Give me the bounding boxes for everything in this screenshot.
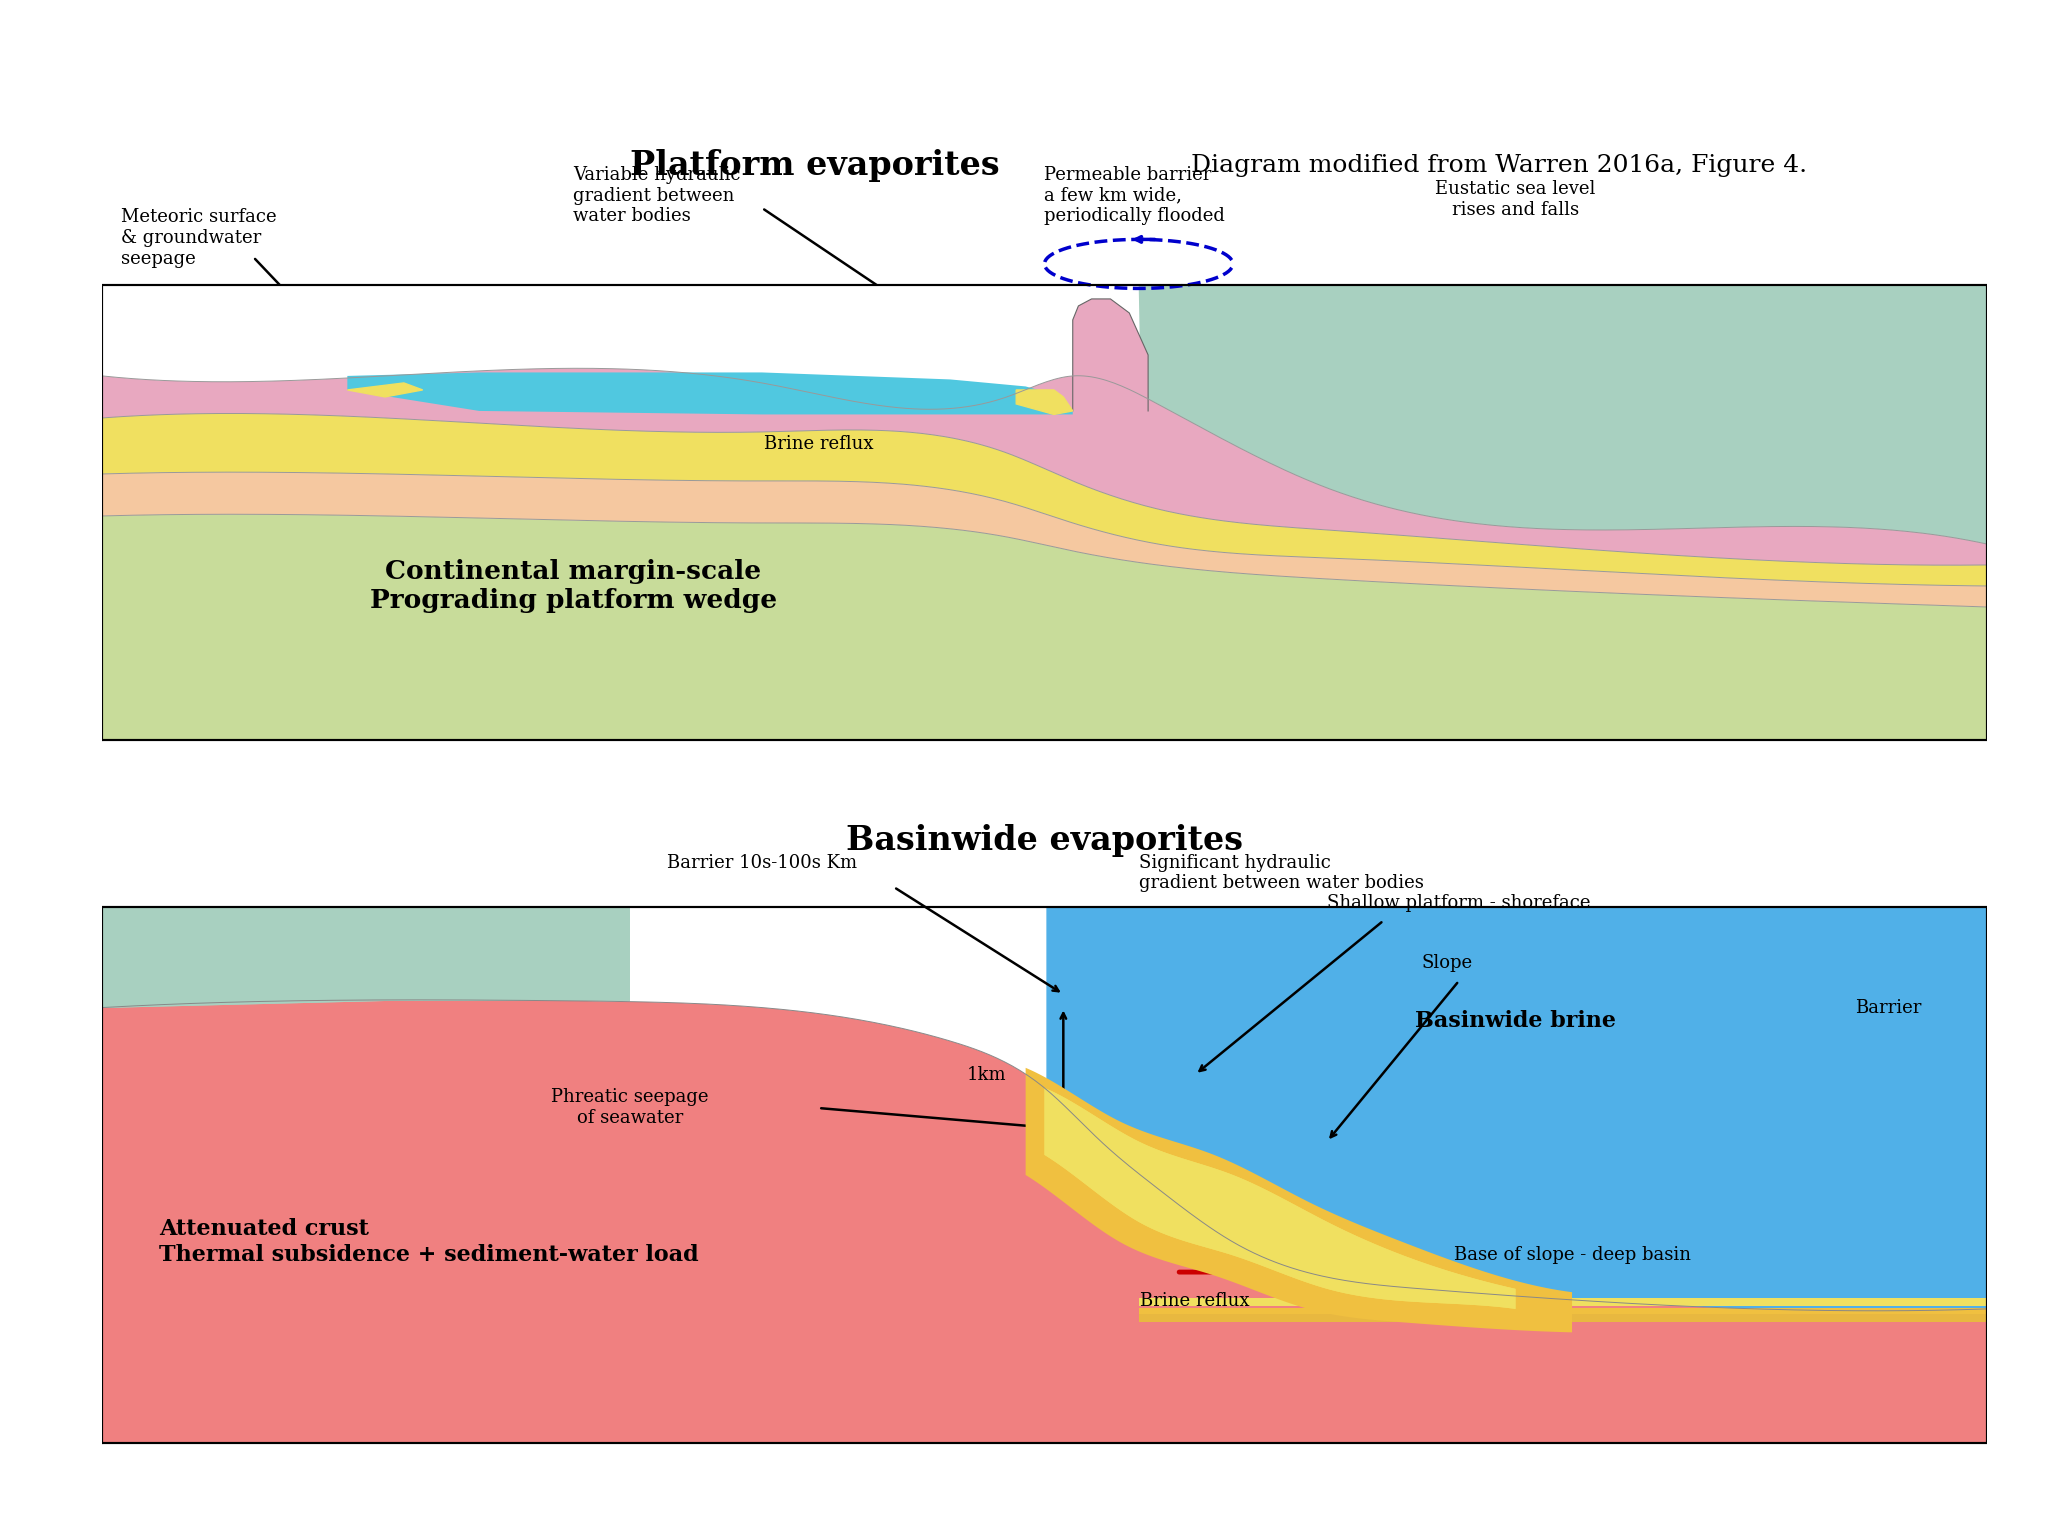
Polygon shape [1073,298,1149,411]
Text: Meteoric surface
& groundwater
seepage: Meteoric surface & groundwater seepage [121,209,276,268]
Text: 1km: 1km [967,1065,1008,1084]
Polygon shape [102,514,1987,740]
Text: Barrier: Barrier [1855,998,1921,1017]
Text: Basinwide evaporites: Basinwide evaporites [846,823,1243,857]
Text: Continental margin-scale
Prograding platform wedge: Continental margin-scale Prograding plat… [371,559,776,613]
Polygon shape [102,285,1073,409]
Polygon shape [1044,1088,1516,1309]
Polygon shape [348,384,422,397]
Polygon shape [1044,1088,1516,1309]
Text: Shallow platform - shoreface: Shallow platform - shoreface [1327,893,1591,912]
Bar [102,907,1987,1443]
Text: Variable hydraulic
gradient between
water bodies: Variable hydraulic gradient between wate… [573,166,741,225]
Text: Platform brine: Platform brine [563,336,696,355]
Text: Phreatic seepage
of seawater: Phreatic seepage of seawater [1176,362,1333,400]
Polygon shape [102,907,631,1008]
Polygon shape [102,472,1987,607]
Polygon shape [1139,1307,1987,1315]
Polygon shape [1026,1068,1573,1332]
Bar [102,285,1987,740]
Text: Attenuated crust
Thermal subsidence + sediment-water load: Attenuated crust Thermal subsidence + se… [160,1218,698,1266]
Polygon shape [1139,1298,1987,1306]
Text: Significant hydraulic
gradient between water bodies: Significant hydraulic gradient between w… [1139,854,1423,892]
Polygon shape [1016,390,1073,414]
Polygon shape [102,368,1987,565]
Text: Permeable barrier
a few km wide,
periodically flooded: Permeable barrier a few km wide, periodi… [1044,166,1225,225]
Polygon shape [348,373,1073,414]
Polygon shape [102,414,1987,586]
Text: Diagram modified from Warren 2016a, Figure 4.: Diagram modified from Warren 2016a, Figu… [1167,154,1806,178]
Text: Brine reflux: Brine reflux [764,435,872,454]
Text: Phreatic seepage
of seawater: Phreatic seepage of seawater [551,1088,709,1126]
Text: Open marine
Normal seawater: Open marine Normal seawater [1587,405,1745,444]
Text: Slope: Slope [1421,954,1473,973]
Polygon shape [102,1000,1987,1443]
Text: Barrier 10s-100s Km: Barrier 10s-100s Km [668,854,856,872]
Polygon shape [1139,1315,1987,1323]
Polygon shape [1139,285,1987,543]
Text: Base of slope - deep basin: Base of slope - deep basin [1454,1247,1690,1265]
Text: Open marine: Open marine [121,909,240,927]
Polygon shape [102,907,1042,1087]
Text: Brine reflux: Brine reflux [1141,1292,1249,1310]
Text: Normal seawater: Normal seawater [121,930,279,947]
Text: Basinwide brine: Basinwide brine [1415,1011,1616,1032]
Polygon shape [1047,907,1987,1310]
Text: Eustatic sea level
rises and falls: Eustatic sea level rises and falls [1436,180,1595,219]
Text: Platform evaporites: Platform evaporites [631,149,999,183]
Polygon shape [102,907,631,1008]
